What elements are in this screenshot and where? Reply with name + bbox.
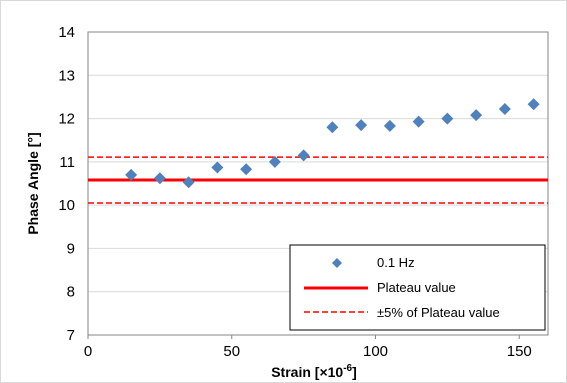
legend-label-series: 0.1 Hz (377, 255, 415, 270)
data-points (125, 98, 540, 189)
data-point (527, 98, 540, 111)
y-tick-label: 8 (67, 284, 75, 301)
reference-lines (88, 156, 548, 204)
x-axis-title-superscript: -6 (343, 363, 352, 374)
data-point (498, 103, 511, 116)
data-point (297, 149, 310, 162)
legend-label-plus-minus-5: ±5% of Plateau value (377, 305, 500, 320)
x-axis-title: Strain [×10-6] (271, 363, 357, 380)
data-point (182, 176, 195, 189)
x-tick-labels: 0 50 100 150 (84, 335, 532, 360)
x-axis-title-main: Strain [×10 (271, 364, 343, 380)
x-tick-label: 50 (223, 343, 240, 360)
y-tick-label: 10 (58, 197, 75, 214)
y-tick-label: 9 (67, 240, 75, 257)
data-point (211, 161, 224, 174)
y-axis-title: Phase Angle [°] (25, 132, 41, 234)
y-tick-label: 7 (67, 327, 75, 344)
x-tick-label: 100 (363, 343, 388, 360)
y-tick-label: 12 (58, 111, 75, 128)
x-tick-label: 0 (84, 343, 92, 360)
plot-border (87, 31, 549, 336)
data-point (326, 121, 339, 134)
y-tick-label: 14 (58, 24, 75, 41)
legend: 0.1 Hz Plateau value ±5% of Plateau valu… (289, 244, 546, 331)
data-point (441, 112, 454, 125)
data-point (153, 172, 166, 185)
legend-marker-diamond (332, 258, 342, 268)
data-point (268, 155, 281, 168)
data-point (383, 119, 396, 132)
data-point (470, 109, 483, 122)
y-tick-label: 11 (59, 154, 75, 171)
x-tick-label: 150 (507, 343, 532, 360)
x-axis-title-suffix: ] (352, 364, 357, 380)
legend-label-plateau: Plateau value (377, 280, 456, 295)
y-tick-labels: 7 8 9 10 11 12 13 14 (58, 24, 75, 344)
y-tick-label: 13 (58, 67, 75, 84)
data-point (355, 119, 368, 132)
data-point (125, 168, 138, 181)
data-point (412, 115, 425, 128)
data-point (240, 163, 253, 176)
